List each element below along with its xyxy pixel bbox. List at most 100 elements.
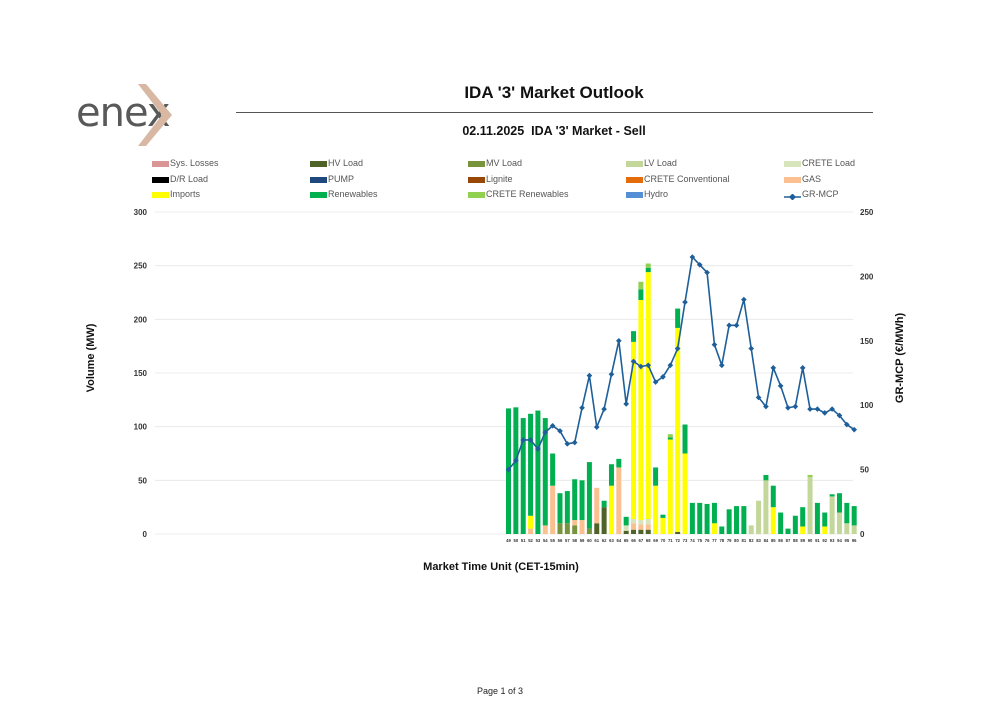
bar-crete-load-67 [638, 520, 644, 525]
bar-crete-renewables-90 [807, 474, 813, 478]
bar-hv-load-62 [601, 507, 607, 534]
x-tick-label: 59 [580, 538, 585, 543]
point-gr-mcp-61 [593, 424, 600, 430]
x-tick-label: 56 [558, 538, 563, 543]
legend-swatch [310, 160, 327, 167]
logo-chevron-mark [138, 84, 172, 146]
point-gr-mcp-77 [711, 341, 718, 348]
x-tick-label: 85 [771, 538, 776, 543]
x-tick-label: 49 [506, 538, 511, 543]
bar-gas-64 [616, 467, 622, 534]
bar-renewables-81 [741, 506, 747, 534]
bar-imports-77 [711, 523, 717, 534]
y2-tick-label: 100 [860, 401, 874, 410]
legend-item-crete-load: CRETE Load [784, 158, 855, 168]
bar-renewables-50 [513, 407, 519, 534]
legend-swatch [468, 176, 485, 183]
bar-renewables-77 [711, 502, 717, 524]
bar-renewables-68 [645, 267, 651, 273]
bar-renewables-86 [778, 512, 784, 534]
bar-imports-72 [675, 327, 681, 532]
bar-renewables-58 [572, 479, 578, 521]
bar-lv-load-96 [851, 525, 857, 534]
bar-lv-load-82 [748, 525, 754, 534]
point-gr-mcp-84 [763, 403, 769, 410]
x-tick-label: 80 [734, 538, 739, 543]
bar-lv-load-95 [844, 523, 850, 534]
bar-imports-89 [800, 526, 806, 534]
x-tick-label: 94 [837, 538, 842, 543]
bar-gas-58 [572, 520, 578, 526]
y2-tick-label: 250 [860, 208, 874, 217]
legend-label: Renewables [328, 189, 378, 199]
bar-renewables-51 [520, 418, 526, 534]
enex-logo: enex [76, 78, 186, 148]
x-tick-label: 91 [815, 538, 820, 543]
point-gr-mcp-49 [505, 466, 512, 473]
report-title: IDA '3' Market Outlook [464, 83, 644, 102]
point-gr-mcp-78 [718, 362, 725, 369]
x-tick-label: 53 [536, 538, 541, 543]
bar-renewables-56 [557, 493, 563, 524]
bar-crete-renewables-71 [667, 434, 673, 438]
x-tick-label: 74 [690, 538, 695, 543]
legend-item-pump: PUMP [310, 174, 354, 184]
y-tick-label: 150 [134, 369, 148, 378]
legend-label: CRETE Conventional [644, 174, 730, 184]
bar-hv-load-61 [594, 523, 600, 534]
point-gr-mcp-76 [704, 269, 710, 276]
bar-renewables-79 [726, 509, 732, 534]
bar-renewables-95 [844, 502, 850, 524]
legend-item-hv-load: HV Load [310, 158, 363, 168]
x-tick-label: 87 [786, 538, 791, 543]
y-tick-label: 50 [138, 476, 147, 485]
x-tick-label: 68 [646, 538, 651, 543]
bar-gas-66 [631, 523, 637, 530]
legend-label: D/R Load [170, 174, 209, 184]
point-gr-mcp-80 [733, 322, 740, 329]
x-tick-label: 78 [719, 538, 724, 543]
point-gr-mcp-52 [527, 437, 534, 443]
x-tick-label: 71 [668, 538, 673, 543]
bar-lv-load-83 [756, 500, 762, 534]
point-gr-mcp-86 [777, 383, 784, 389]
bar-renewables-74 [689, 502, 695, 534]
legend-label: LV Load [644, 158, 677, 168]
point-gr-mcp-62 [601, 406, 607, 412]
x-tick-label: 90 [808, 538, 813, 543]
x-tick-label: 81 [742, 538, 747, 543]
legend-swatch [784, 176, 801, 183]
legend-label: Imports [170, 189, 201, 199]
bar-imports-68 [645, 272, 651, 519]
bar-gas-67 [638, 524, 644, 530]
legend-swatch [626, 191, 643, 198]
bar-mv-load-56 [557, 523, 563, 534]
x-axis-title: Market Time Unit (CET-15min) [423, 561, 579, 573]
bar-renewables-60 [586, 462, 592, 529]
x-tick-label: 84 [764, 538, 769, 543]
point-gr-mcp-57 [564, 441, 571, 447]
bar-gas-52 [528, 528, 534, 534]
bar-crete-load-68 [645, 518, 651, 525]
point-gr-mcp-54 [542, 429, 549, 436]
y-tick-label: 200 [134, 315, 148, 324]
legend-swatch [310, 191, 327, 198]
point-gr-mcp-90 [807, 406, 813, 412]
legend-label: CRETE Load [802, 158, 856, 168]
bar-renewables-52 [528, 413, 534, 516]
point-gr-mcp-75 [696, 261, 703, 268]
y-tick-label: 0 [143, 530, 148, 539]
bar-renewables-69 [653, 467, 659, 486]
y-axis-title: Volume (MW) [85, 323, 97, 392]
point-gr-mcp-96 [851, 426, 858, 433]
bar-renewables-75 [697, 502, 703, 534]
bar-renewables-96 [851, 506, 857, 526]
legend-label: HV Load [328, 158, 364, 168]
point-gr-mcp-93 [829, 406, 835, 412]
x-tick-label: 51 [521, 538, 526, 543]
legend-item-crete-renewables: CRETE Renewables [468, 189, 569, 199]
point-gr-mcp-67 [638, 363, 644, 370]
x-tick-label: 58 [572, 538, 577, 543]
legend-label: Hydro [644, 189, 669, 199]
